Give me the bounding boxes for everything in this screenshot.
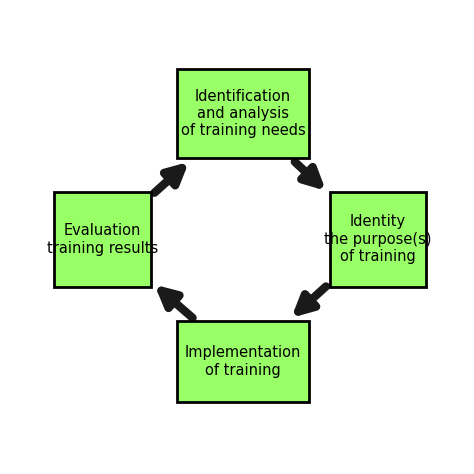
FancyBboxPatch shape [177, 321, 309, 402]
FancyBboxPatch shape [54, 192, 151, 287]
Text: Implementation
of training: Implementation of training [185, 346, 301, 378]
Text: Identification
and analysis
of training needs: Identification and analysis of training … [181, 89, 305, 138]
Text: Evaluation
training results: Evaluation training results [47, 223, 158, 255]
Text: Identity
the purpose(s)
of training: Identity the purpose(s) of training [324, 214, 432, 264]
FancyBboxPatch shape [177, 69, 309, 158]
FancyBboxPatch shape [329, 192, 426, 287]
